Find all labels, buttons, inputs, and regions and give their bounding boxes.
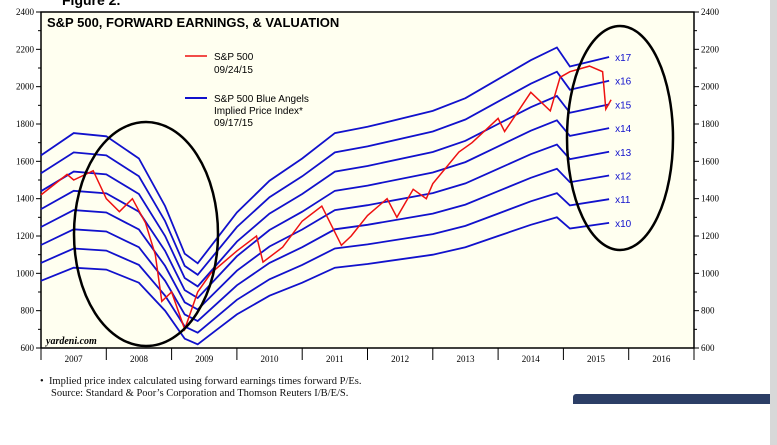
x-tick-label: 2013 bbox=[456, 354, 475, 364]
x-tick-label: 2009 bbox=[195, 354, 214, 364]
implied-line-x17 bbox=[40, 46, 610, 265]
y-tick-label-right: 2000 bbox=[701, 82, 720, 92]
series-label-x10: x10 bbox=[615, 219, 632, 230]
x-tick-label: 2015 bbox=[587, 354, 606, 364]
y-tick-label-left: 1200 bbox=[16, 231, 35, 241]
x-tick-label: 2008 bbox=[130, 354, 149, 364]
y-tick-label-right: 800 bbox=[701, 306, 715, 316]
scrollbar[interactable] bbox=[770, 0, 777, 445]
series-label-x11: x11 bbox=[615, 195, 631, 206]
y-tick-label-right: 600 bbox=[701, 343, 715, 353]
x-tick-label: 2016 bbox=[652, 354, 671, 364]
legend-date-sp500: 09/24/15 bbox=[214, 65, 253, 76]
annotation-ellipse-2008 bbox=[72, 120, 220, 348]
series-label-x14: x14 bbox=[615, 124, 632, 135]
y-tick-label-right: 1200 bbox=[701, 231, 720, 241]
y-tick-label-right: 2200 bbox=[701, 44, 720, 54]
viewer-toolbar[interactable] bbox=[573, 394, 777, 404]
y-tick-label-left: 2200 bbox=[16, 44, 35, 54]
footnote-text: Implied price index calculated using for… bbox=[48, 376, 362, 387]
y-tick-label-left: 1000 bbox=[16, 268, 35, 278]
y-tick-label-left: 1800 bbox=[16, 119, 35, 129]
series-label-x16: x16 bbox=[615, 77, 632, 88]
y-tick-label-right: 1400 bbox=[701, 194, 720, 204]
implied-line-x12 bbox=[40, 167, 610, 323]
y-tick-label-left: 2400 bbox=[16, 7, 35, 17]
watermark: yardeni.com bbox=[45, 336, 97, 347]
footnote-1: • Implied price index calculated using f… bbox=[40, 376, 362, 387]
sp500-line bbox=[40, 65, 612, 332]
annotation-ellipse-2015 bbox=[565, 24, 675, 252]
x-tick-label: 2010 bbox=[261, 354, 280, 364]
x-tick-label: 2012 bbox=[391, 354, 409, 364]
figure-label: Figure 2. bbox=[62, 0, 121, 8]
implied-line-x16 bbox=[40, 70, 610, 277]
footnote-2: Source: Standard & Poor’s Corporation an… bbox=[51, 388, 349, 399]
legend-sub-implied: Implied Price Index* bbox=[214, 106, 303, 117]
legend-label-implied: S&P 500 Blue Angels bbox=[214, 94, 309, 105]
legend-label-sp500: S&P 500 bbox=[214, 52, 254, 63]
chart-title: S&P 500, FORWARD EARNINGS, & VALUATION bbox=[47, 15, 339, 30]
series-label-x13: x13 bbox=[615, 148, 632, 159]
y-tick-label-left: 1400 bbox=[16, 194, 35, 204]
x-tick-label: 2007 bbox=[65, 354, 84, 364]
y-tick-label-left: 1600 bbox=[16, 156, 35, 166]
y-tick-label-left: 2000 bbox=[16, 82, 35, 92]
y-tick-label-right: 1800 bbox=[701, 119, 720, 129]
plot-area bbox=[40, 11, 695, 349]
series-label-x17: x17 bbox=[615, 53, 632, 64]
legend-date-implied: 09/17/15 bbox=[214, 118, 253, 129]
y-tick-label-left: 800 bbox=[21, 306, 35, 316]
x-tick-label: 2011 bbox=[326, 354, 344, 364]
implied-line-x13 bbox=[40, 143, 610, 311]
series-label-x12: x12 bbox=[615, 172, 632, 183]
y-tick-label-right: 1000 bbox=[701, 268, 720, 278]
y-tick-label-left: 600 bbox=[21, 343, 35, 353]
implied-line-x11 bbox=[40, 192, 610, 334]
x-tick-label: 2014 bbox=[522, 354, 541, 364]
implied-line-x15 bbox=[40, 94, 610, 288]
series-label-x15: x15 bbox=[615, 100, 632, 111]
y-tick-label-right: 1600 bbox=[701, 156, 720, 166]
y-tick-label-right: 2400 bbox=[701, 7, 720, 17]
implied-line-x10 bbox=[40, 216, 610, 346]
